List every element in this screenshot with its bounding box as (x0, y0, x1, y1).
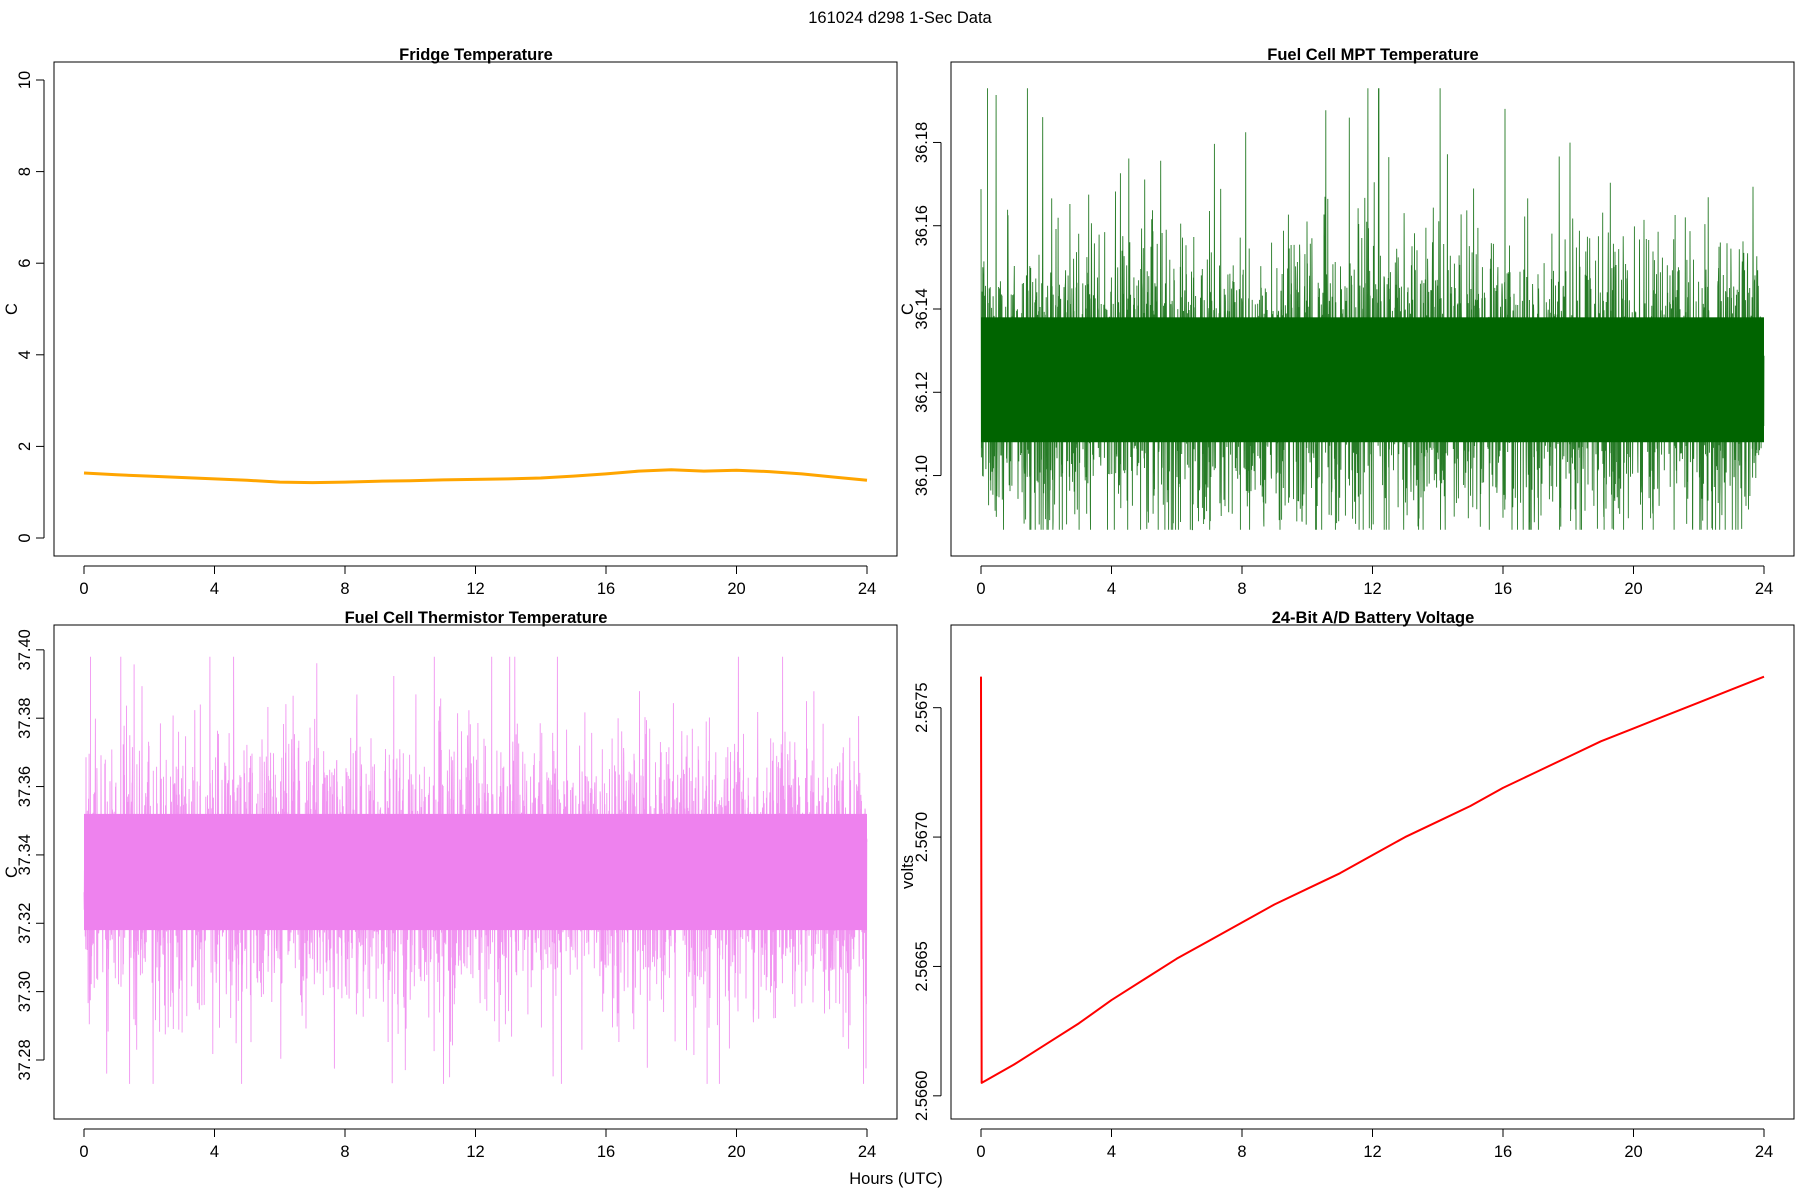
x-tick-label: 20 (1624, 580, 1642, 598)
x-tick-label: 12 (1363, 580, 1381, 598)
panel-3-plot: 0 4 8 12 16 20 24 37.28 37.30 37.32 37.34 37.36 37.3… (16, 624, 898, 1161)
y-tick-label: 36.10 (913, 455, 931, 496)
x-tick-label: 12 (466, 1143, 484, 1161)
y-tick-label: 2.5675 (913, 682, 931, 732)
y-tick-label: 36.16 (913, 205, 931, 246)
plot-frame (950, 61, 1795, 557)
series-noise-trace (980, 88, 1765, 531)
panel-battery-voltage: 24-Bit A/D Battery Voltage volts 0 4 8 12 16… (899, 609, 1795, 1161)
x-tick-label: 4 (210, 1143, 219, 1161)
y-tick-label: 37.38 (16, 698, 34, 739)
series-line (83, 468, 868, 485)
x-tick-label: 8 (1237, 1143, 1246, 1161)
series-dense-band (981, 317, 1764, 443)
y-tick-label: 2.5665 (913, 941, 931, 991)
x-tick-label: 8 (340, 1143, 349, 1161)
y-tick-label: 37.30 (16, 971, 34, 1012)
panel-2-y-label: C (899, 303, 917, 315)
y-tick-label: 37.32 (16, 903, 34, 944)
y-tick-label: 4 (16, 350, 34, 359)
y-tick-label: 36.18 (913, 122, 931, 163)
y-tick-label: 8 (16, 167, 34, 176)
panel-1-title: Fridge Temperature (399, 46, 553, 64)
x-tick-label: 16 (1494, 580, 1512, 598)
y-tick-label: 36.14 (913, 288, 931, 329)
x-tick-label: 4 (210, 580, 219, 598)
x-tick-label: 16 (597, 580, 615, 598)
x-tick-label: 24 (858, 580, 876, 598)
y-tick-label: 36.12 (913, 372, 931, 413)
x-tick-label: 4 (1107, 580, 1116, 598)
x-tick-label: 0 (976, 580, 985, 598)
shared-x-axis-label: Hours (UTC) (849, 1170, 943, 1188)
x-tick-label: 8 (1237, 580, 1246, 598)
x-tick-label: 12 (466, 580, 484, 598)
x-tick-label: 20 (1624, 1143, 1642, 1161)
x-tick-label: 12 (1363, 1143, 1381, 1161)
y-tick-label: 37.36 (16, 766, 34, 807)
x-tick-label: 24 (858, 1143, 876, 1161)
panel-4-plot: 0 4 8 12 16 20 24 2.5660 2.5665 2.5670 2.5675 (913, 624, 1795, 1161)
x-tick-label: 24 (1755, 580, 1773, 598)
panel-3-title: Fuel Cell Thermistor Temperature (345, 609, 608, 627)
y-tick-label: 2.5660 (913, 1071, 931, 1121)
figure-suptitle: 161024 d298 1-Sec Data (808, 9, 992, 27)
x-tick-label: 0 (79, 1143, 88, 1161)
panel-2-plot: 0 4 8 12 16 20 24 36.10 36.12 36.14 36.16 36.18 (913, 61, 1795, 598)
y-tick-label: 37.40 (16, 629, 34, 670)
x-tick-label: 0 (976, 1143, 985, 1161)
y-tick-label: 6 (16, 259, 34, 268)
panel-3-y-label: C (3, 866, 21, 878)
plot-frame (950, 624, 1795, 1120)
plot-frame (53, 61, 898, 557)
panel-1-y-label: C (3, 303, 21, 315)
x-tick-label: 0 (79, 580, 88, 598)
plot-frame (53, 624, 898, 1120)
x-tick-label: 20 (727, 580, 745, 598)
y-tick-label: 37.34 (16, 834, 34, 875)
y-tick-label: 2 (16, 442, 34, 451)
x-tick-label: 16 (597, 1143, 615, 1161)
y-tick-label: 0 (16, 533, 34, 542)
x-tick-label: 8 (340, 580, 349, 598)
y-tick-label: 10 (16, 71, 34, 89)
series-dense-band (84, 813, 867, 931)
series-line (980, 675, 1765, 1084)
panel-4-title: 24-Bit A/D Battery Voltage (1272, 609, 1475, 627)
y-tick-label: 37.28 (16, 1039, 34, 1080)
x-tick-label: 20 (727, 1143, 745, 1161)
x-tick-label: 24 (1755, 1143, 1773, 1161)
x-tick-label: 4 (1107, 1143, 1116, 1161)
panel-fuel-cell-thermistor-temperature: Fuel Cell Thermistor Temperature C 0 4 8 12… (3, 609, 898, 1161)
x-tick-label: 16 (1494, 1143, 1512, 1161)
panel-fuel-cell-mpt-temperature: Fuel Cell MPT Temperature C 0 4 8 12 16 20 24 3… (899, 46, 1795, 598)
panel-4-y-label: volts (899, 855, 917, 889)
y-tick-label: 2.5670 (913, 812, 931, 862)
panel-2-title: Fuel Cell MPT Temperature (1267, 46, 1479, 64)
